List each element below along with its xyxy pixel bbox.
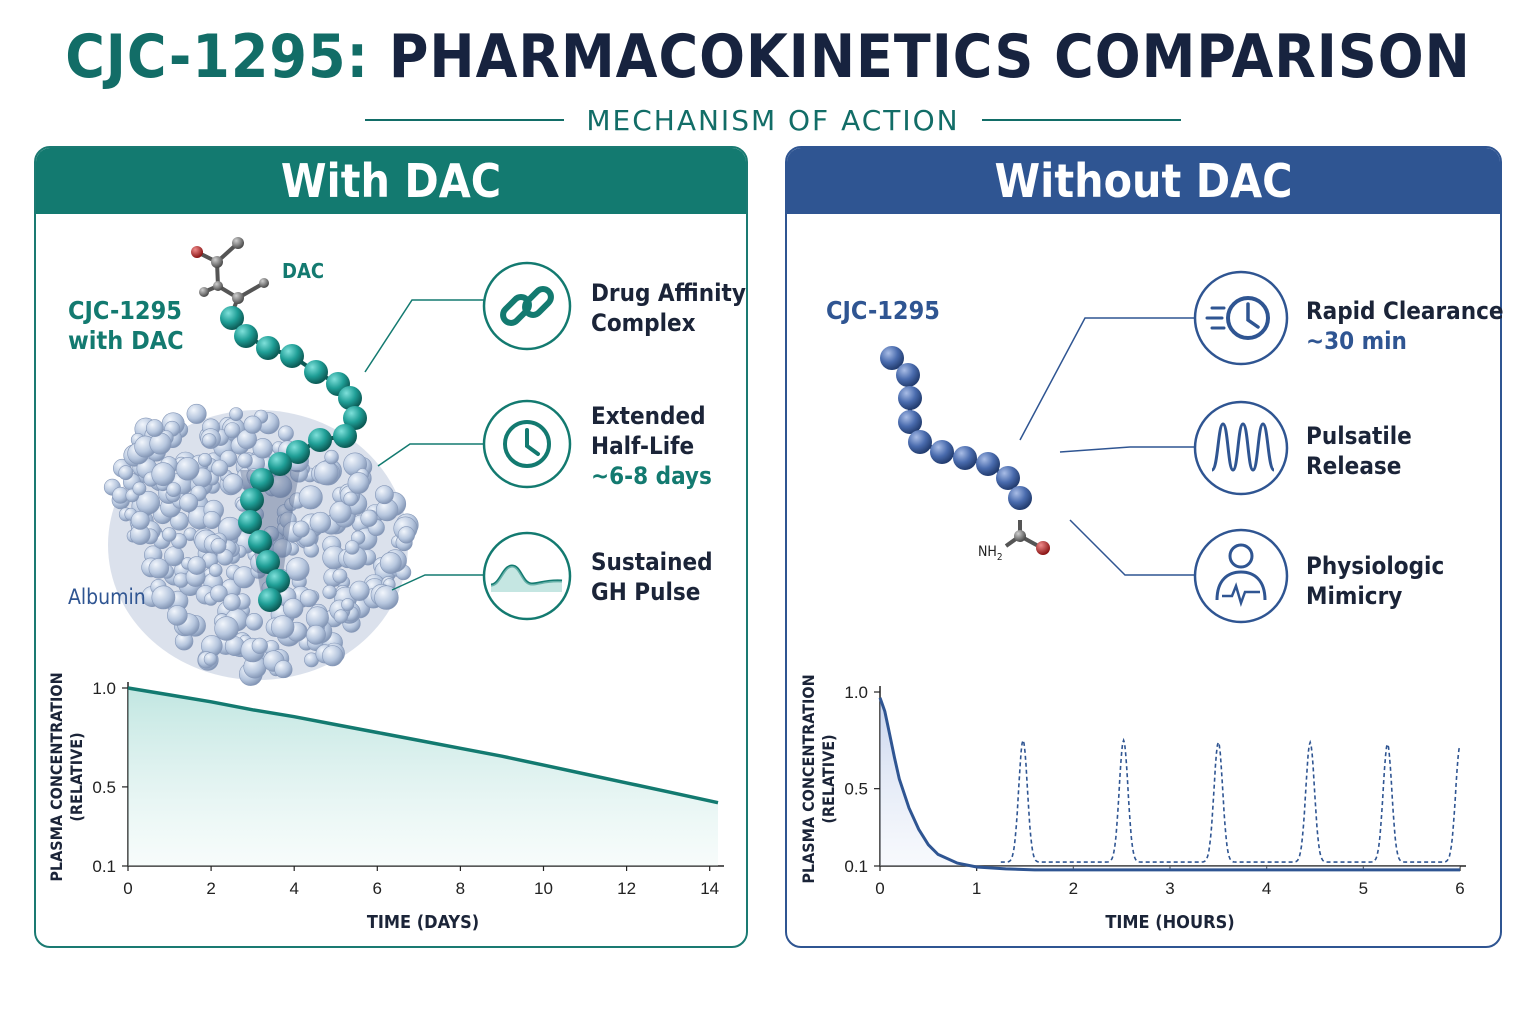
left-feature-icons bbox=[482, 261, 572, 621]
x-tick-label: 8 bbox=[456, 879, 465, 898]
feature-pulsatile-line1: Pulsatile bbox=[1306, 422, 1412, 450]
x-tick-label: 10 bbox=[534, 879, 553, 898]
right-feature-icons bbox=[1193, 270, 1289, 624]
pulsatile-release-line bbox=[1000, 737, 1461, 863]
y-tick-label: 1.0 bbox=[92, 679, 116, 698]
y-axis-label-line1: PLASMA CONCENTRATION bbox=[799, 674, 818, 883]
subtitle-row: MECHANISM OF ACTION bbox=[365, 100, 1181, 140]
feature-drug-affinity: Drug Affinity Complex bbox=[591, 278, 746, 338]
clearance-line bbox=[878, 697, 1460, 872]
x-tick-label: 14 bbox=[700, 879, 719, 898]
albumin-label: Albumin bbox=[68, 585, 146, 609]
feature-sustained-line1: Sustained bbox=[591, 548, 713, 576]
x-tick-label: 5 bbox=[1359, 879, 1368, 898]
subtitle-rule-right bbox=[981, 119, 1181, 121]
y-axis-label-line1: PLASMA CONCENTRATION bbox=[47, 672, 66, 881]
y-tick-label: 0.5 bbox=[92, 778, 116, 797]
feature-drug-affinity-line1: Drug Affinity bbox=[591, 279, 746, 307]
right-connectors bbox=[1019, 317, 1196, 576]
x-tick-label: 4 bbox=[1262, 879, 1271, 898]
subtitle: MECHANISM OF ACTION bbox=[586, 103, 960, 137]
concentration-area bbox=[128, 688, 718, 866]
dac-chemical-group bbox=[191, 237, 269, 319]
left-connectors bbox=[364, 299, 484, 591]
x-tick-label: 0 bbox=[123, 879, 132, 898]
feature-sustained-line2: GH Pulse bbox=[591, 578, 701, 606]
feature-physiologic-line2: Mimicry bbox=[1306, 582, 1403, 610]
fast-clock-icon bbox=[1193, 270, 1289, 366]
feature-rapid-clearance-line1: Rapid Clearance bbox=[1306, 297, 1504, 325]
x-axis-label: TIME (DAYS) bbox=[367, 912, 479, 933]
x-tick-label: 12 bbox=[617, 879, 636, 898]
title-main: PHARMACOKINETICS COMPARISON bbox=[388, 22, 1471, 92]
cjc-with-dac-label: CJC-1295 with DAC bbox=[68, 296, 184, 356]
x-tick-label: 6 bbox=[1455, 879, 1464, 898]
wave-icon-fill bbox=[491, 566, 562, 592]
cjc-1295-dac-peptide-chain bbox=[220, 306, 367, 612]
y-axis-label-line2: (RELATIVE) bbox=[67, 732, 86, 821]
y-tick-label: 0.1 bbox=[844, 857, 868, 876]
feature-extended-line2: Half-Life bbox=[591, 432, 695, 460]
y-tick-label: 0.5 bbox=[844, 780, 868, 799]
page-title: CJC-1295: PHARMACOKINETICS COMPARISON bbox=[0, 22, 1536, 92]
cjc-without-dac-label: CJC-1295 bbox=[826, 296, 940, 325]
cjc-with-dac-label-line2: with DAC bbox=[68, 326, 184, 355]
feature-sustained-gh-pulse: Sustained GH Pulse bbox=[591, 547, 713, 607]
concentration-line bbox=[127, 686, 719, 805]
subtitle-rule-left bbox=[365, 119, 565, 121]
y-tick-label: 1.0 bbox=[844, 683, 868, 702]
clearance-value: ~30 min bbox=[1306, 327, 1407, 355]
pulse-peaks-icon bbox=[1193, 400, 1289, 496]
feature-pulsatile-line2: Release bbox=[1306, 452, 1402, 480]
y-axis-label-line2: (RELATIVE) bbox=[819, 734, 838, 823]
amide-group bbox=[1004, 520, 1050, 555]
x-tick-label: 3 bbox=[1165, 879, 1174, 898]
feature-extended-half-life: Extended Half-Life ~6-8 days bbox=[591, 401, 712, 491]
feature-extended-line1: Extended bbox=[591, 402, 706, 430]
nh2-label: NH2 bbox=[978, 544, 1003, 563]
feature-physiologic-line1: Physiologic bbox=[1306, 552, 1445, 580]
link-icon-glyph bbox=[500, 286, 554, 326]
person-ecg-icon bbox=[1193, 528, 1289, 624]
x-tick-label: 4 bbox=[289, 879, 298, 898]
dac-label: DAC bbox=[282, 259, 325, 283]
link-icon bbox=[482, 261, 572, 351]
with-dac-chart: 0 2 4 6 8 10 12 14 0.1 0.5 1.0 TIME (DAYS) PLASMA CO… bbox=[47, 672, 724, 933]
y-tick-label: 0.1 bbox=[92, 857, 116, 876]
clock-icon bbox=[482, 399, 572, 489]
clearance-area bbox=[880, 697, 1460, 870]
half-life-value: ~6-8 days bbox=[591, 462, 712, 490]
cjc-1295-peptide-chain bbox=[880, 346, 1032, 510]
x-tick-label: 1 bbox=[972, 879, 981, 898]
x-tick-label: 2 bbox=[1069, 879, 1078, 898]
x-tick-label: 6 bbox=[373, 879, 382, 898]
feature-physiologic-mimicry: Physiologic Mimicry bbox=[1306, 551, 1444, 611]
x-tick-label: 0 bbox=[875, 879, 884, 898]
wave-icon bbox=[482, 531, 572, 621]
feature-pulsatile-release: Pulsatile Release bbox=[1306, 421, 1412, 481]
x-axis-label: TIME (HOURS) bbox=[1105, 912, 1234, 933]
nh2-text: NH bbox=[978, 544, 997, 560]
x-tick-label: 2 bbox=[206, 879, 215, 898]
with-dac-title: With DAC bbox=[36, 148, 746, 214]
nh2-subscript: 2 bbox=[996, 551, 1003, 563]
title-prefix: CJC-1295: bbox=[65, 22, 370, 92]
without-dac-title: Without DAC bbox=[787, 148, 1500, 214]
feature-rapid-clearance: Rapid Clearance ~30 min bbox=[1306, 296, 1504, 356]
cjc-with-dac-label-line1: CJC-1295 bbox=[68, 296, 182, 325]
without-dac-chart: 0 1 2 3 4 5 6 0.1 0.5 1.0 TIME (HOURS) PLASMA CONCE… bbox=[799, 674, 1466, 933]
feature-drug-affinity-line2: Complex bbox=[591, 309, 696, 337]
